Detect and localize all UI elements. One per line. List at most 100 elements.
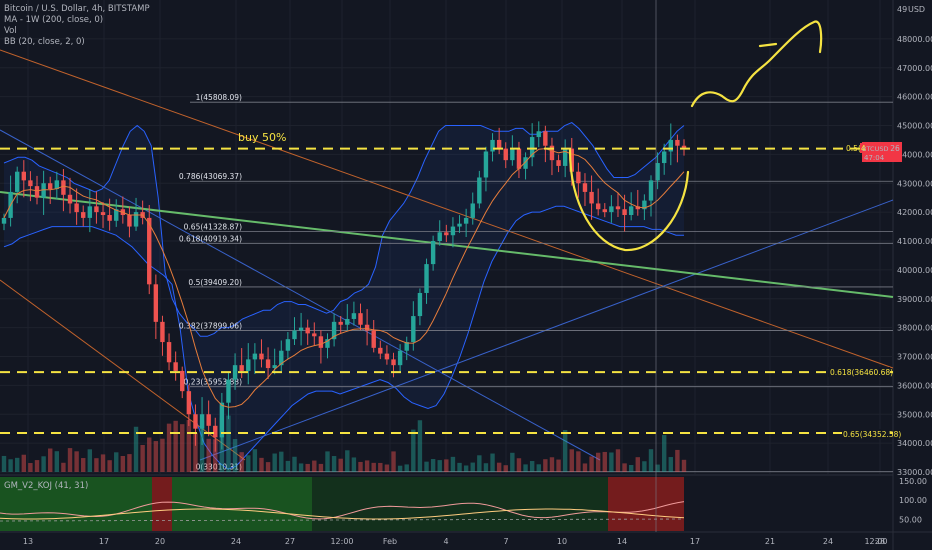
volume-bar (424, 461, 429, 472)
vol-legend[interactable]: Vol (4, 26, 17, 36)
candle-body (272, 365, 277, 369)
candle-body (259, 353, 264, 360)
candle-body (1, 217, 7, 224)
y-tick-label: 36000.00 (897, 381, 932, 390)
osc-baseline (0, 518, 685, 522)
osc-tick-label: 150.00 (899, 477, 927, 486)
candle-body (21, 171, 27, 181)
y-tick-label: 34000.00 (897, 439, 932, 448)
volume-bar (351, 457, 357, 472)
candle-body (213, 425, 218, 438)
volume-bar (411, 429, 416, 472)
volume-bar (450, 456, 456, 472)
x-tick-label: 27 (285, 537, 295, 546)
candle-body (470, 203, 475, 218)
volume-bar (529, 461, 535, 472)
volume-bar (285, 460, 291, 472)
symbol-legend[interactable]: Bitcoin / U.S. Dollar, 4h, BITSTAMP (4, 4, 150, 14)
candle-body (589, 191, 594, 204)
volume-bar (153, 441, 159, 472)
oscillator-lines (0, 501, 685, 522)
volume-bar (635, 457, 640, 472)
candle-body (378, 347, 383, 354)
candle-body (67, 194, 73, 204)
candle-body (318, 336, 324, 348)
buy-annotation: buy 50% (238, 131, 286, 144)
volume-bar (358, 461, 363, 472)
volume-bar (661, 435, 667, 472)
y-tick-label: 43000.00 (897, 179, 932, 188)
y-tick-label: 46000.00 (897, 93, 932, 102)
candle-body (285, 339, 291, 351)
candle-body (74, 203, 79, 213)
volume-bar (87, 449, 93, 472)
volume-bar (107, 460, 112, 472)
volume-bar (648, 449, 654, 472)
candle-body (54, 180, 60, 190)
volume-bar (391, 451, 396, 472)
oscillator-background (0, 477, 684, 531)
volume-bar (668, 457, 673, 472)
volume-bar (589, 456, 594, 472)
candle-body (391, 359, 396, 366)
x-tick-label: 17 (690, 537, 700, 546)
volume-bar (477, 455, 482, 472)
candle-body (153, 284, 159, 322)
volume-bar (41, 456, 46, 472)
candle-body (543, 131, 548, 146)
bb-legend[interactable]: BB (20, close, 2, 0) (4, 37, 85, 47)
volume-bar (206, 438, 211, 472)
fib-right-label-2: 0.65(34352.58) (843, 430, 901, 439)
candle-body (160, 321, 165, 343)
price-axis[interactable]: 48000.00 47000.00 46000.00 45000.00 44000.00… (897, 35, 932, 477)
volume-bar (232, 439, 238, 472)
candle-body (133, 212, 139, 227)
osc-tick-label: 100.00 (899, 496, 927, 505)
candle-body (609, 206, 614, 213)
indicator-legend[interactable]: GM_V2_KOJ (41, 31) (4, 481, 89, 491)
volume-bar (15, 457, 20, 472)
candle-body (100, 212, 106, 216)
volume-bar (576, 451, 581, 472)
candle-body (556, 160, 561, 166)
y-tick-label: 35000.00 (897, 410, 932, 419)
candle-body (186, 391, 192, 415)
candle-body (61, 180, 66, 195)
candle-body (444, 232, 449, 236)
volume-bar (199, 420, 205, 472)
candle-body (28, 180, 33, 187)
fibonacci-retracement: 1(45808.09) 0.786(43069.37) 0.65(41328.87)… (179, 93, 893, 473)
volume-bar (120, 455, 126, 472)
volume-bar (259, 457, 264, 472)
volume-bar (100, 454, 106, 472)
volume-bar (28, 463, 33, 472)
currency-label: USD (908, 5, 925, 14)
hand-drawn-annotation (568, 20, 823, 252)
candle-body (430, 241, 436, 265)
candle-body (94, 206, 99, 213)
fib-right-labels: 0.618(36460.68) 0.65(34352.58) (828, 367, 901, 439)
oscillator-axis[interactable]: 150.00 100.00 50.00 (899, 477, 927, 525)
volume-bar (510, 452, 515, 472)
ma-legend[interactable]: MA - 1W (200, close, 0) (4, 15, 104, 25)
candle-body (437, 232, 442, 241)
fib-level-label: 0.786(43069.37) (179, 172, 242, 181)
candle-body (331, 321, 337, 340)
volume-bar (21, 454, 27, 472)
volume-bar (397, 465, 403, 472)
y-tick-label: 44000.00 (897, 150, 932, 159)
y-tick-label: 37000.00 (897, 353, 932, 362)
volume-bar (81, 458, 86, 472)
volume-bar (345, 450, 350, 472)
volume-bar (562, 430, 568, 472)
x-tick-label: 17 (99, 537, 109, 546)
candle-body (15, 171, 20, 192)
y-tick-label: 33000.00 (897, 468, 932, 477)
volume-bar (298, 463, 304, 472)
symbol-tag: BTCUSD 0.5(4 (846, 143, 890, 153)
candle-body (450, 226, 456, 236)
volume-bar (246, 455, 251, 472)
volume-bar (127, 454, 132, 472)
